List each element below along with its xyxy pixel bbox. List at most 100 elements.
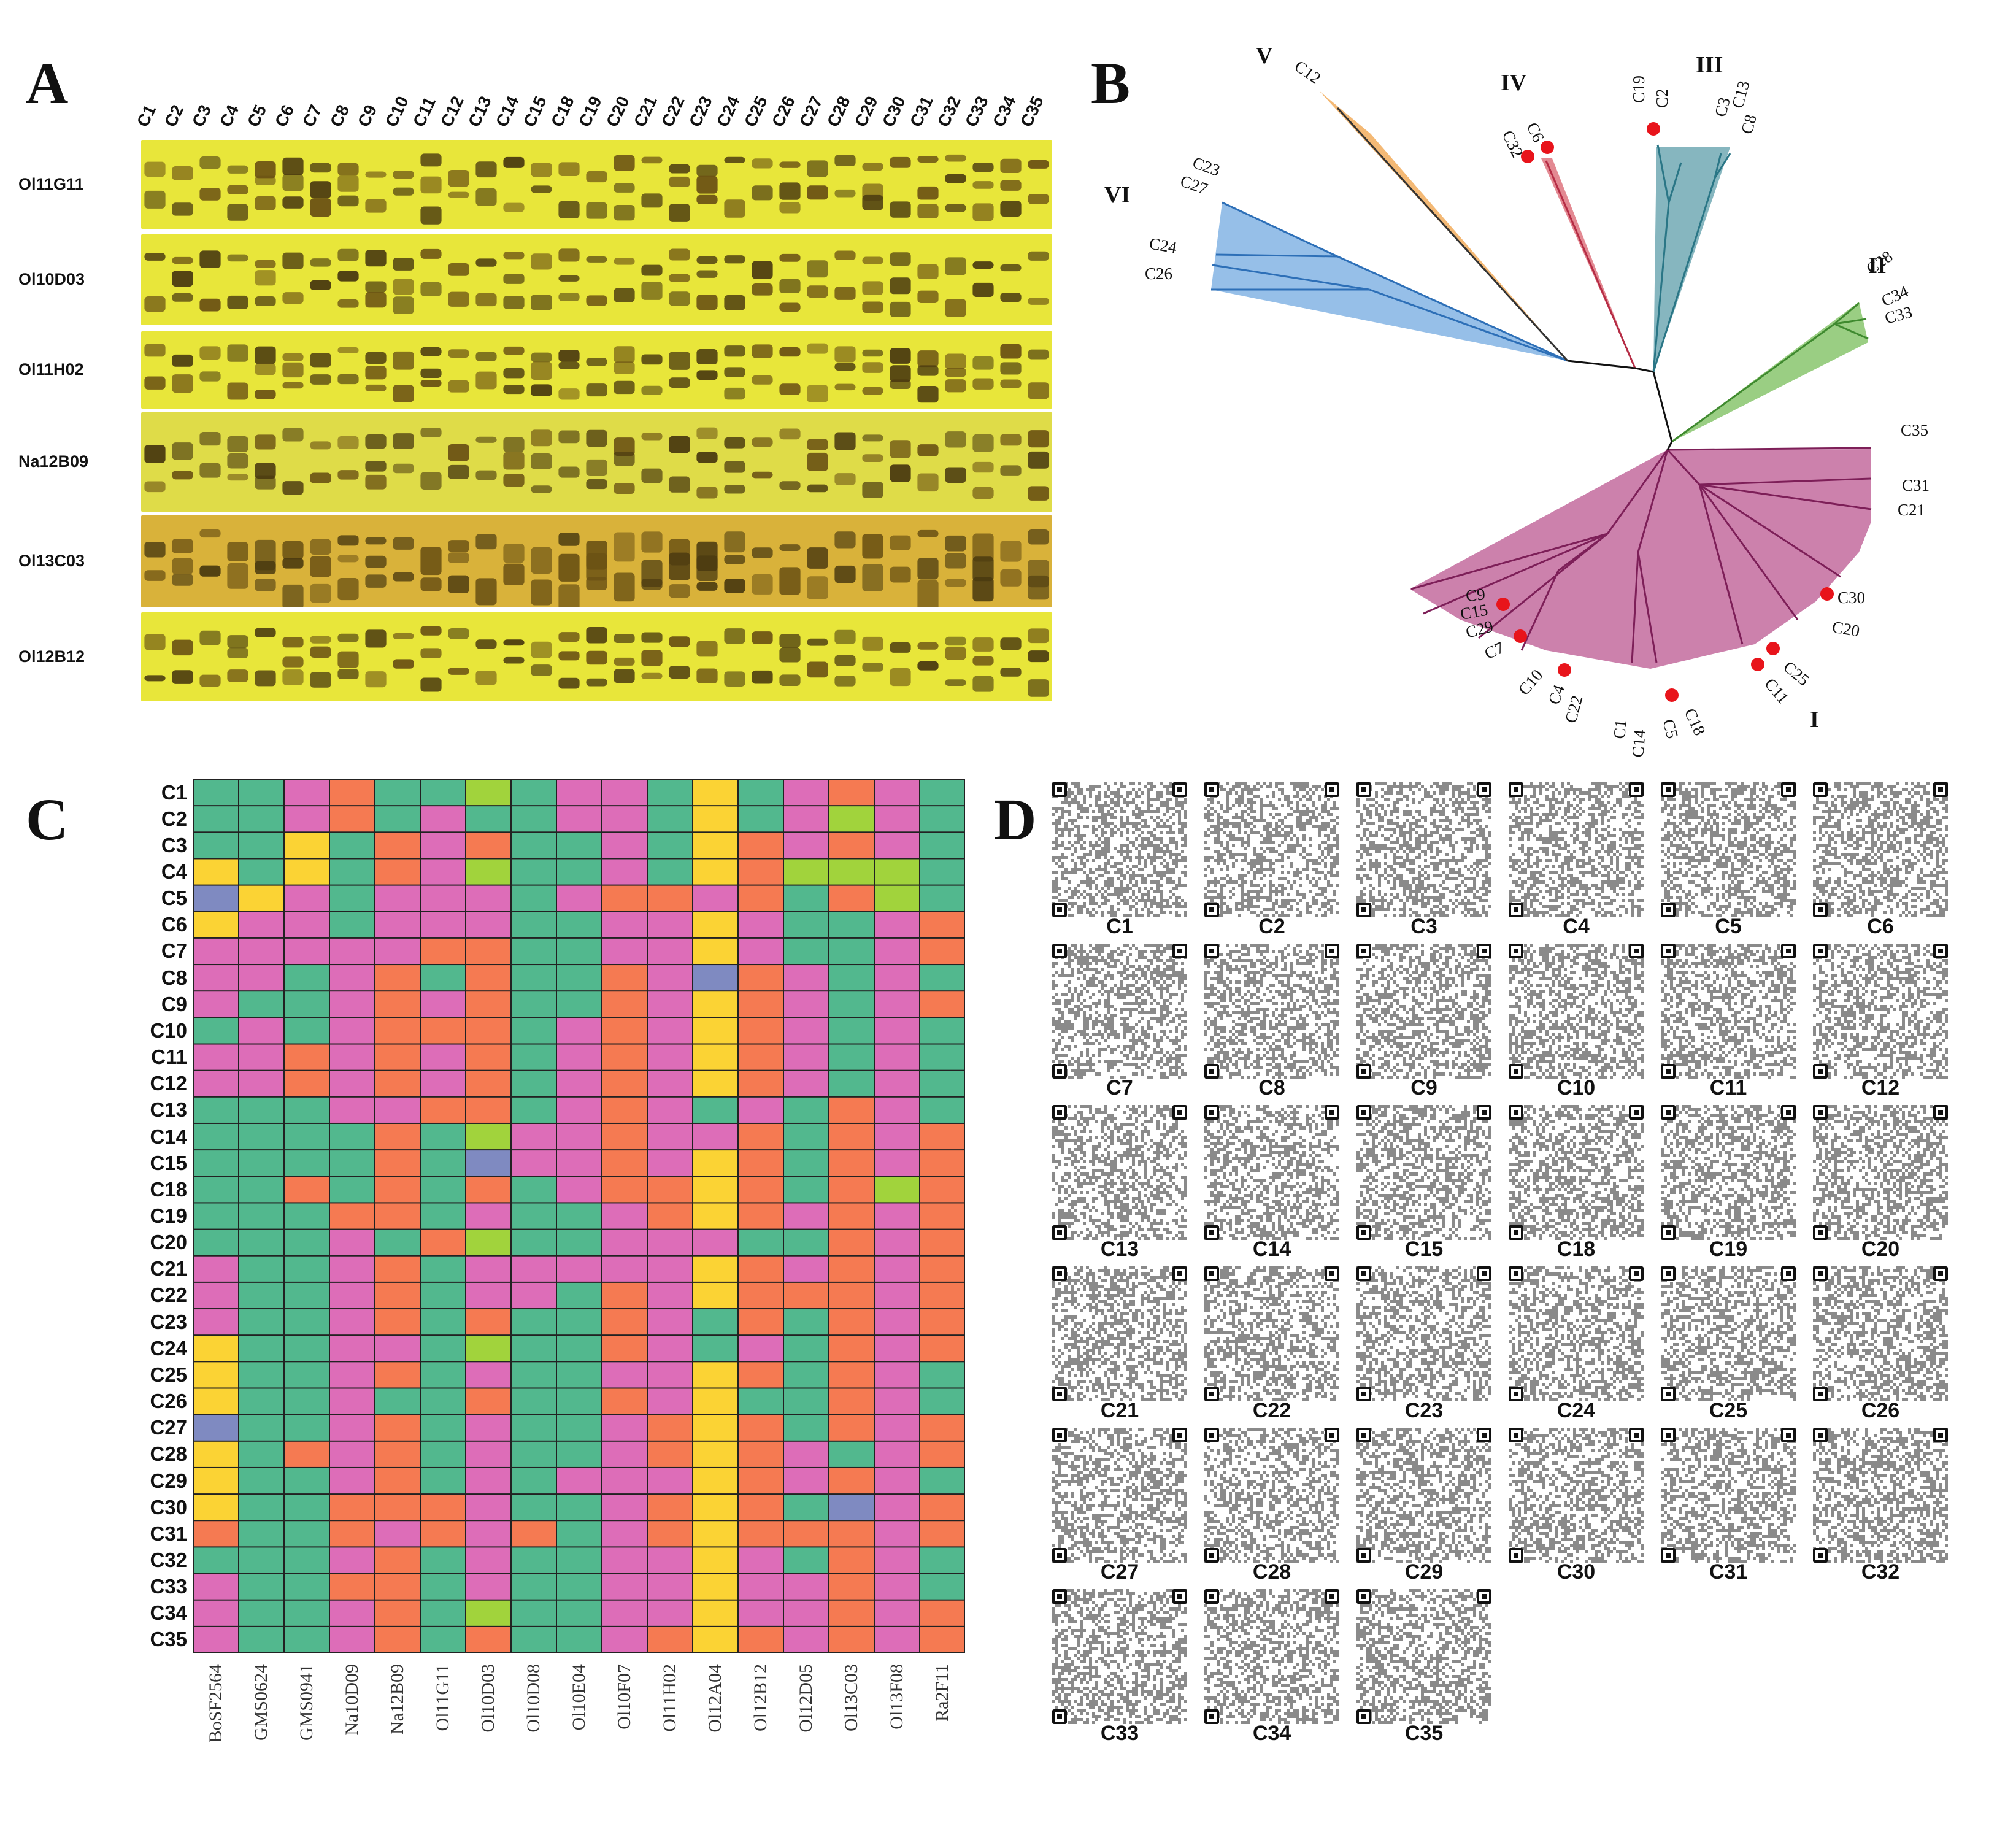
gel-band [669,584,690,598]
heatmap-cell [194,1362,238,1387]
gel-band [834,250,855,260]
numeral-iii: III [1696,52,1723,78]
heatmap-cell [330,1627,374,1652]
heatmap-cell [829,1230,874,1255]
heatmap-cell [466,1045,510,1070]
heatmap-cell [739,1442,783,1467]
gel-band [752,631,772,644]
svg-text:C26: C26 [1145,264,1172,283]
qr-code-tile: C30 [1509,1428,1644,1587]
heatmap-cell [239,912,283,937]
gel-band [1000,434,1021,445]
gel-band [172,374,193,393]
gel-band [558,533,579,546]
gel-band [531,253,552,269]
heatmap-cell [648,1415,692,1441]
heatmap-column-label: Ol10D08 [523,1664,544,1848]
heatmap-row-label: C22 [138,1282,187,1308]
gel-band [779,674,800,686]
gel-band [558,651,579,660]
gel-band [614,361,634,374]
heatmap-cell [466,1601,510,1626]
heatmap-cell [739,886,783,911]
gel-band [641,469,662,483]
heatmap-cell [375,1071,420,1096]
heatmap-cell [739,991,783,1017]
heatmap-cell [330,965,374,990]
heatmap-cell [512,1230,556,1255]
heatmap-cell [512,1150,556,1176]
heatmap-cell [602,1495,647,1520]
heatmap-cell [739,1177,783,1202]
heatmap-cell [285,1124,329,1149]
qr-code-label: C13 [1052,1238,1187,1261]
heatmap-cell [239,886,283,911]
heatmap-cell [466,859,510,884]
gel-band [558,632,579,642]
gel-band [1028,628,1049,643]
heatmap-cell [693,1362,737,1387]
heatmap-cell [285,806,329,831]
heatmap-cell [693,859,737,884]
heatmap-cell [602,1124,647,1149]
gel-band [945,679,966,686]
gel-band [752,547,772,558]
heatmap-cell [421,859,465,884]
heatmap-cell [602,1071,647,1096]
qr-code-label: C28 [1204,1560,1339,1584]
gel-band [917,187,938,200]
qr-code-label: C29 [1356,1560,1491,1584]
gel-band [475,534,496,549]
heatmap-cell [739,1124,783,1149]
heatmap-cell [693,1601,737,1626]
gel-band [448,628,469,639]
heatmap-cell [920,1203,964,1228]
qr-code-label: C19 [1661,1238,1796,1261]
gel-band [779,303,800,312]
gel-band [282,158,303,175]
heatmap-cell [602,859,647,884]
heatmap-cell [739,1018,783,1043]
heatmap-cell [920,991,964,1017]
heatmap-cell [239,1442,283,1467]
gel-band [144,445,165,463]
heatmap-cell [421,912,465,937]
gel-band [282,253,303,269]
gel-band [282,196,303,209]
heatmap-cell [875,1415,919,1441]
gel-band [641,650,662,666]
qr-code-icon [1204,782,1339,917]
qr-code-icon [1661,1428,1796,1563]
qr-code-icon [1509,1105,1644,1240]
gel-band [614,381,634,394]
gel-band [337,669,358,679]
heatmap-row-label: C3 [138,833,187,858]
qr-code-tile: C23 [1356,1266,1491,1426]
heatmap-cell [693,991,737,1017]
gel-band [807,385,828,402]
gel-band [586,202,607,219]
heatmap-cell [512,780,556,805]
gel-band [945,553,966,568]
gel-band [365,292,386,307]
heatmap-cell [739,965,783,990]
qr-code-tile: C3 [1356,782,1491,942]
gel-band [641,531,662,552]
heatmap-cell [920,1521,964,1546]
heatmap-cell [829,806,874,831]
gel-band [199,529,220,538]
heatmap-cell [602,965,647,990]
heatmap-cell [557,1177,601,1202]
gel-band [669,377,690,388]
heatmap-cell [875,1309,919,1334]
gel-band [834,676,855,687]
heatmap-row-label: C6 [138,912,187,937]
heatmap-cell [784,1309,828,1334]
heatmap-cell [602,1521,647,1546]
heatmap-cell [330,833,374,858]
gel-band [282,174,303,191]
gel-lane-label: C29 [851,93,882,130]
panel-label-c: C [26,790,68,849]
gel-band [199,250,220,268]
